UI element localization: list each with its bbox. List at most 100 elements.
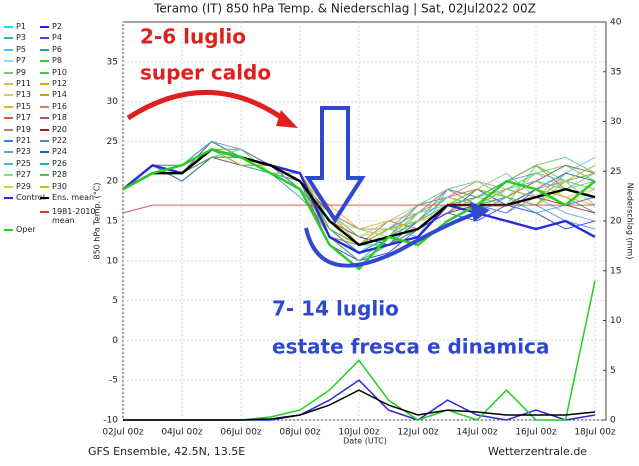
legend-label: P11 — [16, 79, 32, 88]
legend-label: P15 — [16, 101, 32, 111]
plot-area: -10 -5 0 5 10 15 20 25 30 35 0 5 10 15 20 25 30 35 40 02Jul… — [102, 18, 621, 438]
legend-swatch — [40, 48, 49, 51]
annotation: 7- 14 luglio — [272, 297, 399, 321]
legend-label: P16 — [52, 101, 68, 111]
legend-label: 1981-2010 mean — [52, 206, 96, 225]
legend-label: Ens. mean — [52, 193, 95, 202]
legend-entry: P18 — [40, 113, 67, 122]
y-tick-label: 35 — [107, 57, 118, 67]
legend-swatch — [4, 60, 13, 63]
legend-swatch — [4, 228, 13, 231]
legend-entry: P14 — [40, 90, 67, 99]
legend-label: P12 — [52, 79, 68, 88]
x-tick-label: 10Jul 00z — [338, 428, 380, 438]
y2-tick-label: 20 — [610, 217, 622, 227]
legend-swatch — [4, 105, 13, 108]
legend-entry: P11 — [4, 79, 31, 88]
y-tick-label: 20 — [107, 177, 119, 187]
legend-swatch — [4, 174, 13, 177]
y2-tick-label: 25 — [610, 167, 621, 177]
legend-entry: P30 — [40, 182, 67, 191]
legend-swatch — [40, 210, 49, 213]
y-axis-label: 850 hPa Temp. (°C) — [93, 182, 102, 259]
legend-swatch — [40, 60, 49, 63]
chart-title: Teramo (IT) 850 hPa Temp. & Niederschlag… — [153, 2, 536, 16]
legend-swatch — [4, 37, 13, 40]
legend-label: P6 — [52, 44, 62, 54]
legend-swatch — [4, 26, 13, 28]
legend-entry: P23 — [4, 147, 31, 156]
legend-label: P13 — [16, 90, 32, 100]
y-tick-label: 25 — [107, 137, 118, 147]
legend-swatch — [4, 162, 13, 165]
x-tick-label: 04Jul 00z — [161, 428, 203, 438]
legend-label: P27 — [16, 170, 32, 180]
legend-label: P9 — [16, 67, 26, 77]
x-tick-label: 06Jul 00z — [220, 428, 262, 438]
legend-entry: P28 — [40, 170, 67, 179]
legend-entry: P12 — [40, 79, 67, 88]
legend-entry: P15 — [4, 102, 31, 111]
legend-swatch — [4, 83, 13, 85]
temp-line — [122, 148, 596, 247]
legend-label: P28 — [52, 170, 68, 180]
legend-label: P30 — [52, 181, 68, 191]
y-tick-label: 30 — [107, 97, 119, 107]
legend-entry: P25 — [4, 159, 31, 168]
y-tick-label: 5 — [112, 296, 118, 306]
legend-label: P25 — [16, 158, 32, 168]
legend-label: P26 — [52, 158, 68, 168]
y2-axis-label: Niederschlag (mm) — [626, 183, 635, 260]
legend-swatch — [40, 162, 49, 165]
y-tick-label: 0 — [112, 336, 118, 346]
legend-entry: P26 — [40, 159, 67, 168]
legend-label: P10 — [52, 67, 68, 77]
legend-label: P24 — [52, 147, 68, 157]
legend-swatch — [40, 105, 49, 108]
legend-entry: P3 — [4, 33, 26, 42]
legend-swatch — [4, 71, 13, 74]
x-tick-label: 16Jul 00z — [515, 428, 557, 438]
legend-swatch — [40, 140, 49, 142]
legend-entry: P4 — [40, 33, 62, 42]
temp-line — [122, 156, 596, 262]
legend-swatch — [4, 128, 13, 131]
legend-entry: P20 — [40, 125, 67, 134]
legend-entry: P13 — [4, 90, 31, 99]
source-right: Wetterzentrale.de — [488, 445, 587, 458]
legend-label: P19 — [16, 124, 32, 134]
legend-swatch — [40, 128, 49, 131]
legend-entry: P21 — [4, 136, 31, 145]
legend-label: P23 — [16, 147, 32, 157]
legend-swatch — [40, 174, 49, 177]
legend-entry: P27 — [4, 170, 31, 179]
x-axis-label: Date (UTC) — [343, 437, 387, 446]
legend-label: P18 — [52, 113, 68, 123]
y2-tick-label: 30 — [610, 117, 622, 127]
overlay: 2-6 luglio super caldo 7- 14 luglio estate … — [126, 25, 549, 359]
x-tick-label: 02Jul 00z — [102, 428, 144, 438]
legend-entry: P19 — [4, 125, 31, 134]
y2-tick-label: 5 — [610, 366, 616, 376]
x-tick-label: 18Jul 00z — [574, 428, 616, 438]
legend-label: P22 — [52, 136, 68, 145]
y-tick-label: 15 — [107, 217, 118, 227]
y2-tick-label: 15 — [610, 266, 621, 276]
legend-label: P17 — [16, 113, 32, 123]
legend-entry: Control — [4, 193, 45, 202]
source-left: GFS Ensemble, 42.5N, 13.5E — [88, 445, 245, 458]
y2-tick-label: 10 — [610, 316, 622, 326]
temp-line — [122, 148, 596, 271]
legend-entry: P16 — [40, 102, 67, 111]
legend-swatch — [40, 26, 49, 28]
legend-label: P7 — [16, 56, 26, 66]
y2-tick-label: 40 — [610, 18, 622, 28]
legend-label: P8 — [52, 56, 62, 66]
legend-entry: P6 — [40, 45, 62, 54]
annotation: 2-6 luglio — [140, 25, 246, 49]
legend-swatch — [40, 37, 49, 40]
legend-swatch — [40, 197, 49, 199]
legend-swatch — [4, 185, 13, 188]
legend-entry: P22 — [40, 136, 67, 145]
